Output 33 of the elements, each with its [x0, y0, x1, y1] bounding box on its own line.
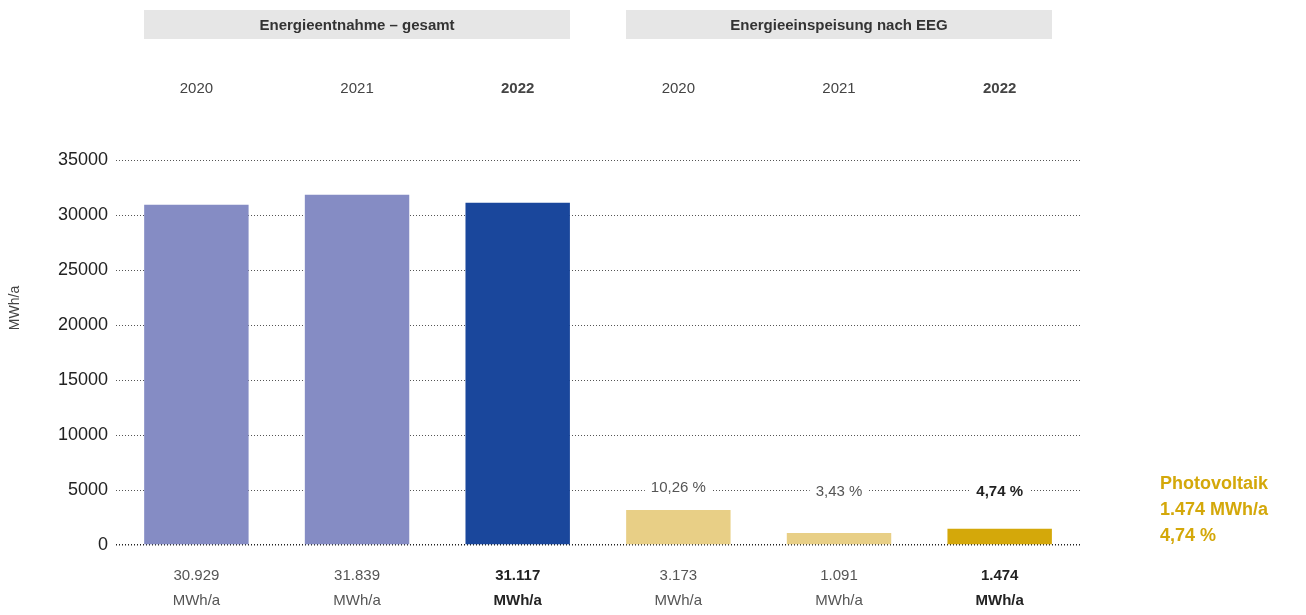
bar — [626, 510, 731, 545]
x-tick-label: 2020 — [179, 79, 214, 97]
y-tick-label: 0 — [98, 533, 109, 554]
annotation: 3,43 % — [815, 482, 863, 500]
data-label: 1.091 MWh/a — [815, 566, 864, 608]
bar — [304, 194, 410, 545]
annotation: 4,74 % — [976, 482, 1024, 500]
bar — [786, 533, 892, 545]
data-label: 31.117 MWh/a — [493, 566, 543, 608]
bar — [947, 528, 1052, 545]
text: Energieentnahme – gesamt — [144, 10, 570, 39]
data-label: 3.173 MWh/a — [654, 566, 703, 608]
y-tick-label: 10000 — [57, 423, 109, 444]
bar — [465, 202, 570, 545]
bar — [144, 204, 249, 545]
y-tick-label: 15000 — [57, 368, 109, 389]
y-tick-label: 20000 — [57, 313, 109, 334]
y-tick-label: 35000 — [57, 148, 109, 169]
x-tick-label: 2021 — [822, 79, 856, 97]
data-label: 30.929 MWh/a — [172, 566, 221, 608]
x-tick-label: 2022 — [501, 79, 535, 97]
y-tick-label: 25000 — [57, 258, 109, 279]
annotation: 10,26 % — [650, 478, 706, 496]
data-label: 1.474 MWh/a — [975, 566, 1025, 608]
x-tick-label: 2020 — [661, 79, 696, 97]
data-label: 31.839 MWh/a — [333, 566, 382, 608]
text: Photovoltaik 1.474 MWh/a 4,74 % — [1160, 472, 1269, 547]
x-tick-label: 2022 — [982, 79, 1017, 97]
y-tick-label: 5000 — [68, 478, 109, 499]
text: Energieeinspeisung nach EEG — [626, 10, 1052, 39]
y-tick-label: 30000 — [57, 203, 109, 224]
x-tick-label: 2021 — [340, 79, 374, 97]
y-axis-title: MWh/a — [6, 285, 23, 331]
